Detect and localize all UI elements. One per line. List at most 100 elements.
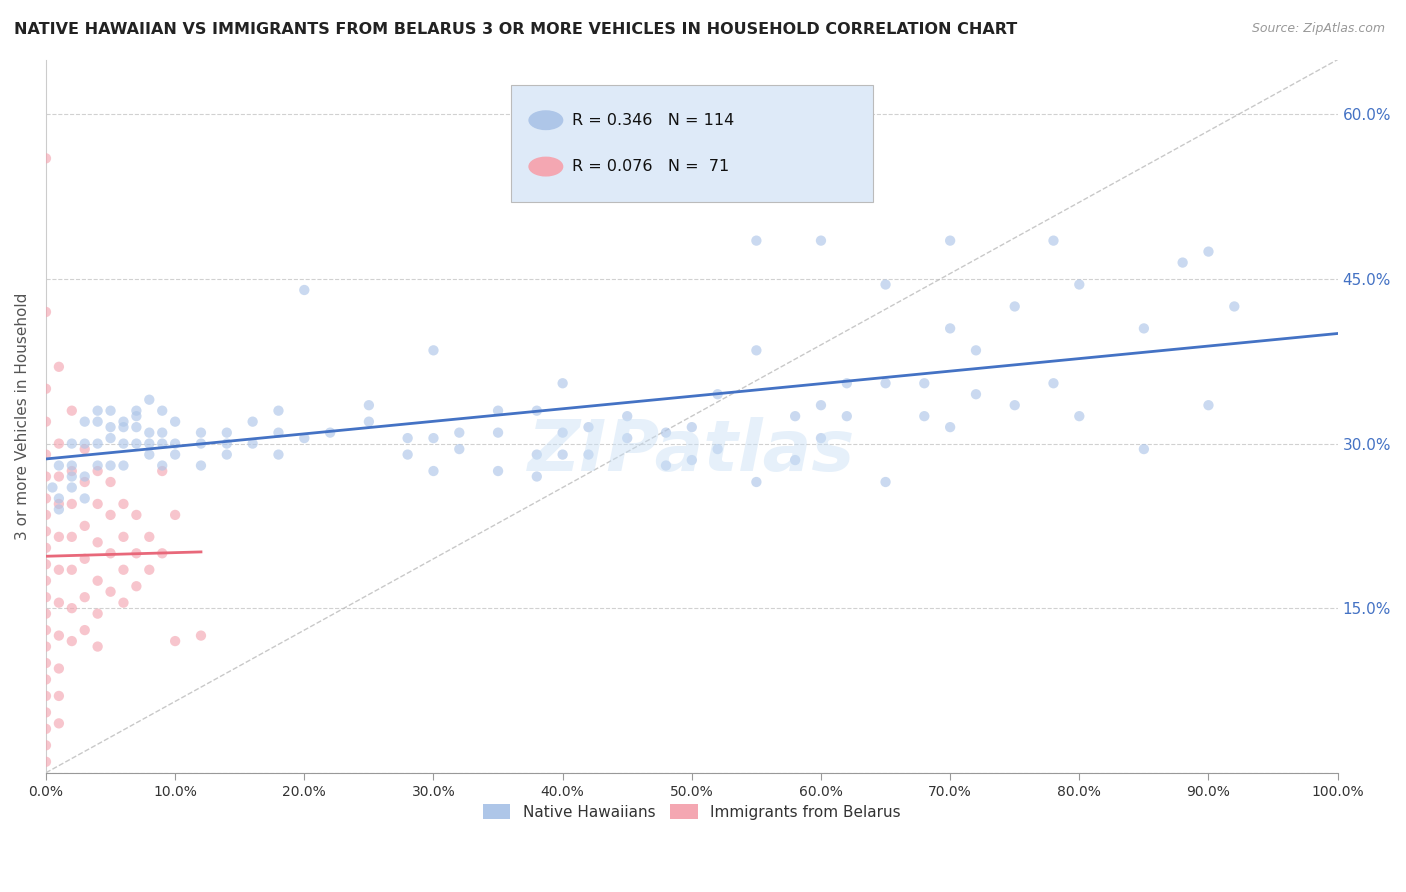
Point — [86, 436, 108, 450]
Point — [875, 277, 897, 292]
Point — [60, 458, 83, 473]
Point — [35, 469, 58, 483]
Point — [835, 376, 858, 391]
Point — [215, 425, 238, 440]
Point — [190, 458, 212, 473]
Point — [86, 640, 108, 654]
Point — [551, 376, 574, 391]
Point — [1069, 277, 1091, 292]
Point — [125, 579, 148, 593]
Point — [35, 689, 58, 703]
Point — [267, 448, 290, 462]
Point — [150, 436, 173, 450]
Point — [48, 491, 70, 506]
Point — [486, 403, 509, 417]
Point — [965, 387, 987, 401]
Point — [396, 448, 419, 462]
Point — [150, 464, 173, 478]
Circle shape — [529, 157, 562, 176]
Point — [48, 629, 70, 643]
Point — [112, 497, 135, 511]
Point — [35, 448, 58, 462]
Point — [1198, 398, 1220, 412]
Point — [875, 475, 897, 489]
Point — [165, 634, 187, 648]
Point — [150, 546, 173, 560]
Point — [125, 420, 148, 434]
Point — [526, 469, 548, 483]
Point — [835, 409, 858, 424]
Point — [73, 623, 96, 637]
Point — [112, 458, 135, 473]
Point — [165, 415, 187, 429]
Point — [86, 535, 108, 549]
Point — [1069, 409, 1091, 424]
Point — [48, 458, 70, 473]
Point — [655, 458, 678, 473]
Point — [422, 343, 444, 358]
Point — [912, 376, 935, 391]
Point — [60, 436, 83, 450]
Point — [785, 409, 807, 424]
Point — [1042, 376, 1064, 391]
Point — [939, 420, 962, 434]
Point — [86, 464, 108, 478]
Point — [449, 442, 471, 456]
Point — [551, 448, 574, 462]
Point — [810, 398, 832, 412]
Point — [35, 623, 58, 637]
Point — [48, 661, 70, 675]
Point — [138, 530, 160, 544]
Point — [138, 563, 160, 577]
Point — [86, 497, 108, 511]
Point — [655, 425, 678, 440]
Point — [35, 640, 58, 654]
Point — [35, 706, 58, 720]
Point — [100, 431, 122, 445]
Point — [810, 431, 832, 445]
Point — [449, 425, 471, 440]
Point — [165, 508, 187, 522]
Point — [526, 403, 548, 417]
FancyBboxPatch shape — [510, 85, 873, 202]
Point — [60, 497, 83, 511]
Point — [100, 403, 122, 417]
Point — [35, 524, 58, 539]
Point — [48, 563, 70, 577]
Point — [35, 491, 58, 506]
Point — [112, 596, 135, 610]
Point — [100, 458, 122, 473]
Point — [125, 546, 148, 560]
Point — [48, 469, 70, 483]
Point — [1004, 300, 1026, 314]
Point — [125, 409, 148, 424]
Point — [1171, 255, 1194, 269]
Point — [48, 497, 70, 511]
Point — [810, 234, 832, 248]
Point — [681, 453, 703, 467]
Point — [35, 722, 58, 736]
Point — [745, 475, 768, 489]
Point — [242, 436, 264, 450]
Point — [35, 152, 58, 166]
Point — [73, 519, 96, 533]
Point — [35, 382, 58, 396]
Point — [486, 425, 509, 440]
Point — [35, 541, 58, 555]
Point — [35, 673, 58, 687]
Point — [150, 403, 173, 417]
Point — [551, 425, 574, 440]
Point — [112, 420, 135, 434]
Point — [73, 415, 96, 429]
Point — [48, 596, 70, 610]
Point — [48, 530, 70, 544]
Point — [215, 448, 238, 462]
Point — [60, 530, 83, 544]
Point — [112, 563, 135, 577]
Point — [138, 436, 160, 450]
Point — [60, 481, 83, 495]
Point — [60, 634, 83, 648]
Point — [190, 436, 212, 450]
Point — [745, 343, 768, 358]
Point — [396, 431, 419, 445]
